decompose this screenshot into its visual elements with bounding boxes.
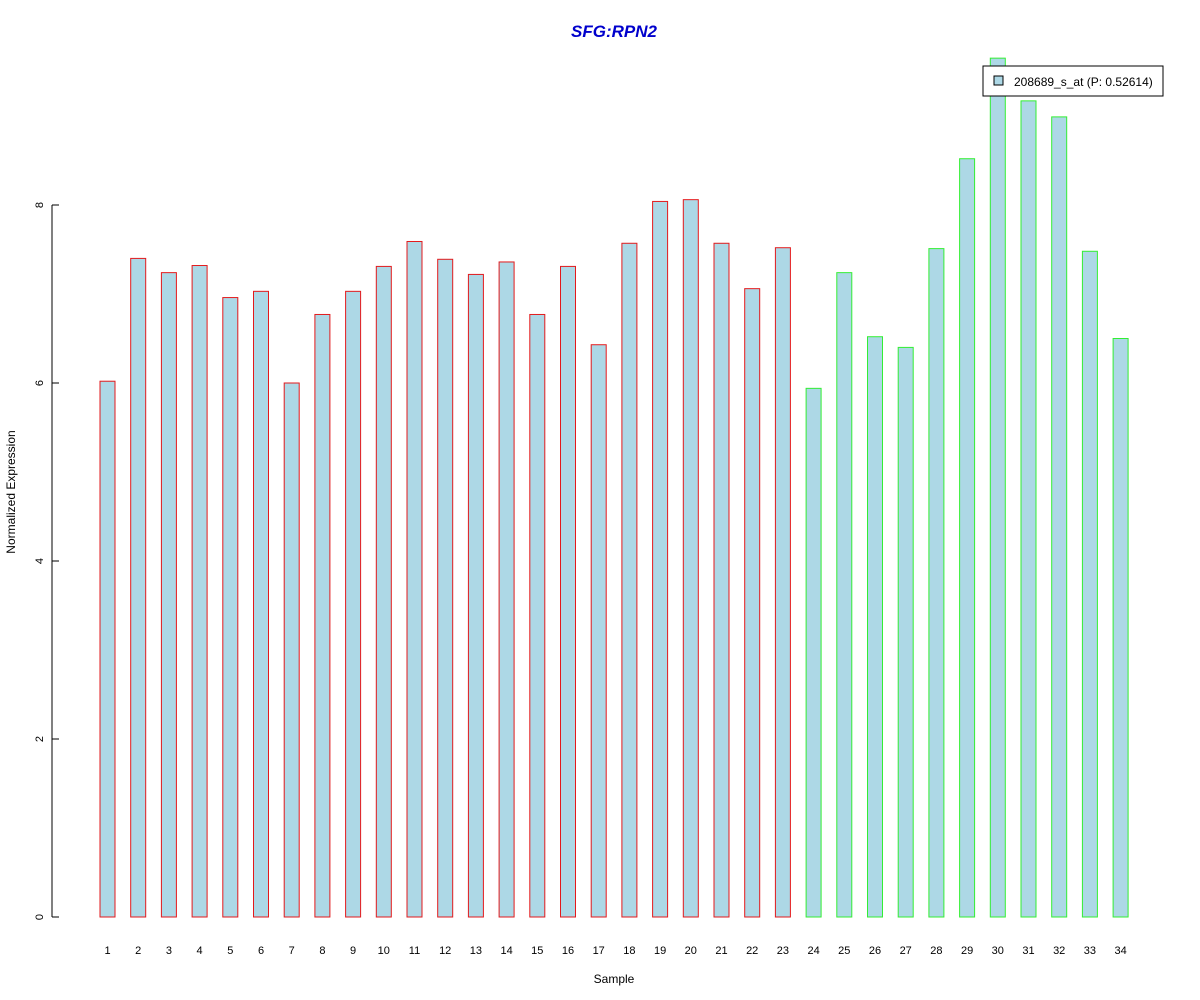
y-axis: 0 2 4 6 8 xyxy=(34,202,59,920)
bar-sample-28 xyxy=(928,248,945,918)
x-axis-tick-label: 20 xyxy=(685,945,697,957)
x-axis-tick-label: 4 xyxy=(197,945,203,957)
x-axis-tick-label: 32 xyxy=(1053,945,1065,957)
bar-sample-16 xyxy=(560,265,576,918)
bar-sample-32 xyxy=(1051,116,1068,918)
x-axis-tick-label: 1 xyxy=(104,945,110,957)
x-axis-tick-label: 11 xyxy=(409,945,420,957)
bar-sample-30 xyxy=(989,57,1006,918)
x-axis-tick-label: 12 xyxy=(439,945,451,957)
x-axis-tick-label: 22 xyxy=(746,945,758,957)
x-axis-tick-label: 30 xyxy=(992,945,1004,957)
bar-sample-3 xyxy=(160,272,177,918)
legend-label: 208689_s_at (P: 0.52614) xyxy=(1014,75,1153,89)
legend-swatch xyxy=(993,75,1004,86)
x-axis-tick-label: 16 xyxy=(562,945,574,957)
x-axis-tick-label: 26 xyxy=(869,945,881,957)
y-axis-tick-label: 2 xyxy=(34,736,46,742)
y-axis-tick-label: 6 xyxy=(34,380,46,386)
x-axis-tick-label: 34 xyxy=(1114,945,1126,957)
bar-sample-23 xyxy=(774,247,791,918)
x-axis-tick-label: 10 xyxy=(378,945,390,957)
bar-sample-13 xyxy=(467,273,484,918)
x-axis-tick-label: 6 xyxy=(258,945,264,957)
bar-sample-31 xyxy=(1020,100,1037,918)
x-axis-tick-label: 28 xyxy=(930,945,942,957)
x-axis-tick-label: 15 xyxy=(531,945,543,957)
bars xyxy=(99,57,1129,918)
bar-sample-1 xyxy=(99,380,116,918)
bar-sample-17 xyxy=(590,344,607,918)
x-axis-tick-label: 31 xyxy=(1022,945,1034,957)
bar-sample-21 xyxy=(713,242,730,918)
bar-sample-33 xyxy=(1081,250,1098,918)
y-axis-tick-label: 0 xyxy=(34,914,46,920)
x-axis-tick-label: 17 xyxy=(593,945,605,957)
y-axis-tick-label: 8 xyxy=(34,202,46,208)
bar-sample-7 xyxy=(283,382,300,918)
x-axis-tick-label: 7 xyxy=(289,945,295,957)
x-axis-tick-label: 14 xyxy=(500,945,512,957)
x-axis-tick-label: 27 xyxy=(900,945,912,957)
bar-sample-14 xyxy=(498,261,515,918)
bar-sample-19 xyxy=(652,200,669,918)
bar-sample-26 xyxy=(867,336,883,918)
x-axis-tick-label: 13 xyxy=(470,945,482,957)
bar-sample-9 xyxy=(345,290,362,918)
bar-sample-12 xyxy=(437,258,454,918)
bar-sample-34 xyxy=(1112,338,1129,918)
bar-sample-24 xyxy=(805,387,822,918)
bar-sample-5 xyxy=(222,297,239,918)
x-axis-tick-label: 5 xyxy=(227,945,233,957)
legend-box xyxy=(982,65,1164,97)
y-axis-label: Normalized Expression xyxy=(4,430,18,553)
bar-sample-20 xyxy=(682,199,699,918)
bar-sample-6 xyxy=(253,290,269,918)
y-axis-tick-label: 4 xyxy=(34,558,46,564)
x-axis-tick-label: 24 xyxy=(807,945,819,957)
bar-sample-29 xyxy=(959,158,976,918)
x-axis-tick-label: 2 xyxy=(135,945,141,957)
bar-sample-11 xyxy=(406,240,423,918)
bar-sample-2 xyxy=(130,257,147,918)
bar-sample-10 xyxy=(375,265,392,918)
x-axis-tick-label: 18 xyxy=(623,945,635,957)
bar-sample-27 xyxy=(897,346,914,918)
x-axis-tick-label: 19 xyxy=(654,945,666,957)
x-axis-tick-label: 21 xyxy=(715,945,727,957)
bar-sample-15 xyxy=(529,313,546,918)
x-axis-tick-label: 3 xyxy=(166,945,172,957)
chart-title: SFG:RPN2 xyxy=(571,22,658,41)
bar-sample-25 xyxy=(836,272,853,918)
bar-sample-4 xyxy=(191,265,208,918)
x-axis-tick-label: 23 xyxy=(777,945,789,957)
bar-sample-8 xyxy=(314,313,331,918)
x-axis-tick-label: 29 xyxy=(961,945,973,957)
x-axis-tick-labels: 1 2 3 4 5 6 7 8 9 10 11 12 13 14 15 16 17 18 19 20 21 22 23 24 2… xyxy=(104,945,1126,957)
x-axis-label: Sample xyxy=(594,972,635,986)
x-axis-tick-label: 33 xyxy=(1084,945,1096,957)
bar-sample-18 xyxy=(621,242,638,918)
legend: 208689_s_at (P: 0.52614) xyxy=(982,65,1164,97)
bar-sample-22 xyxy=(744,288,761,918)
x-axis-tick-label: 25 xyxy=(838,945,850,957)
x-axis-tick-label: 8 xyxy=(319,945,325,957)
x-axis-tick-label: 9 xyxy=(350,945,356,957)
